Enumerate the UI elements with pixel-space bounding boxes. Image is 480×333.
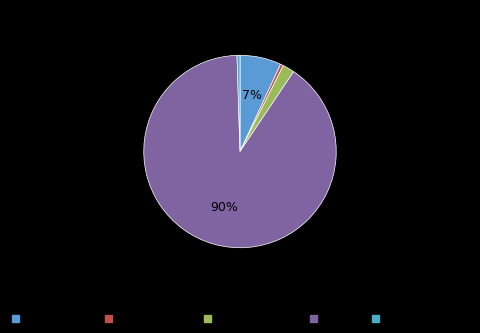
Text: 7%: 7% (242, 89, 263, 102)
Wedge shape (240, 64, 283, 152)
Wedge shape (240, 66, 294, 152)
Legend: Wages & Salaries, Employee Benefits, Operating Expenses, Safety Net, Grants & Su: Wages & Salaries, Employee Benefits, Ope… (10, 313, 470, 325)
Wedge shape (237, 55, 240, 152)
Wedge shape (240, 55, 281, 152)
Wedge shape (144, 55, 336, 248)
Text: 90%: 90% (210, 200, 238, 213)
